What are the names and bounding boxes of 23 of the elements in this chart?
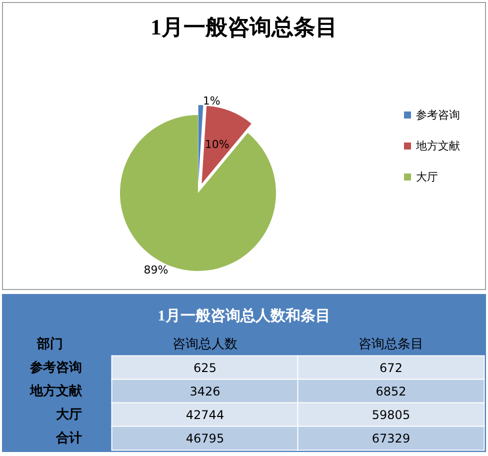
legend-label: 参考咨询 xyxy=(416,108,460,122)
data-label: 625 xyxy=(194,360,216,375)
data-label: 59805 xyxy=(372,408,410,422)
data-label: 6852 xyxy=(376,384,406,398)
legend-label: 大厅 xyxy=(416,170,438,184)
data-label: 89% xyxy=(144,264,168,277)
y-tick-label: 大厅 xyxy=(56,407,82,422)
y-tick-label: 参考咨询 xyxy=(29,359,82,376)
data-label: 672 xyxy=(380,360,402,375)
x-tick-label: 咨询总条目 xyxy=(358,337,424,352)
data-label: 67329 xyxy=(372,431,410,446)
chart-title: 1月一般咨询总条目 xyxy=(150,14,338,40)
data-label: 46795 xyxy=(186,431,224,446)
chart-title: 1月一般咨询总人数和条目 xyxy=(158,308,330,324)
data-label: 10% xyxy=(204,138,230,152)
x-tick-label: 咨询总人数 xyxy=(172,337,238,352)
legend-label: 地方文献 xyxy=(415,140,460,152)
y-tick-label: 合计 xyxy=(55,430,82,446)
y-tick-label: 地方文献 xyxy=(29,382,83,399)
y-axis-title: 部门 xyxy=(36,336,63,352)
data-label: 1% xyxy=(202,94,220,108)
data-label: 3426 xyxy=(190,384,220,398)
data-label: 42744 xyxy=(186,408,224,422)
